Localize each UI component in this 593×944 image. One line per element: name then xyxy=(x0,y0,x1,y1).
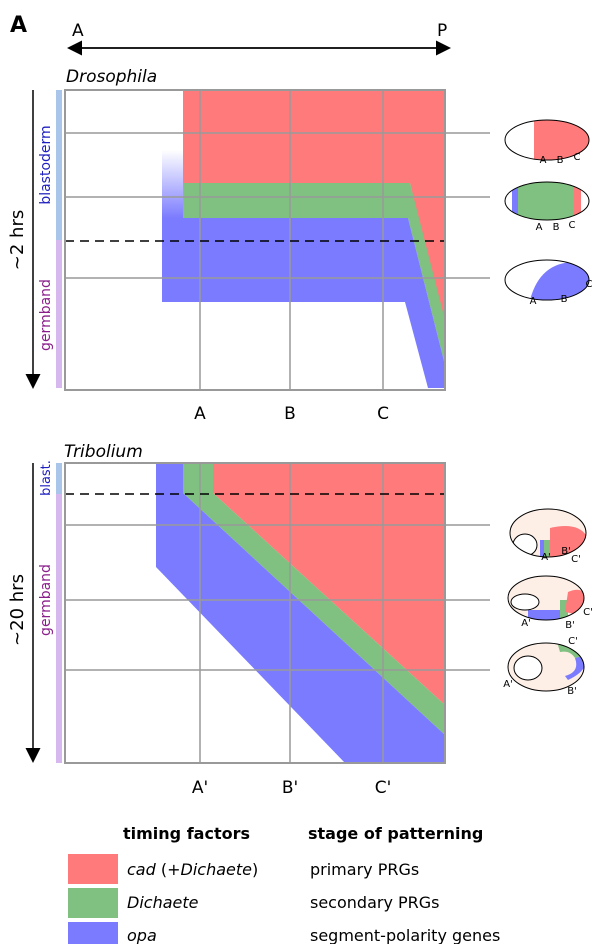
embryo-label: A' xyxy=(503,679,513,690)
legend-header: stage of patterning xyxy=(308,824,483,843)
dichaete-region xyxy=(183,183,445,365)
stage-label: blast. xyxy=(39,460,54,496)
opa-fade xyxy=(162,150,183,218)
embryo-label: C' xyxy=(568,636,578,647)
embryo-label: A' xyxy=(521,618,531,629)
embryo-label: A' xyxy=(541,552,551,563)
embryo-label: C' xyxy=(571,554,581,565)
legend-stage: primary PRGs xyxy=(310,860,419,879)
embryo-label: B xyxy=(561,294,568,305)
anterior-label: A xyxy=(72,21,84,41)
legend-swatch xyxy=(68,922,118,944)
legend-factor: opa xyxy=(127,926,157,944)
tribolium-embryos xyxy=(507,508,587,692)
panel-label: A xyxy=(10,13,27,38)
duration: ~20 hrs xyxy=(7,574,28,646)
embryo-label: A xyxy=(540,155,547,166)
position-label: A' xyxy=(192,778,208,798)
embryo-label: C' xyxy=(583,607,593,618)
legend: timing factors stage of patterning cad (… xyxy=(68,824,500,944)
legend-factor: cad (+Dichaete) xyxy=(127,860,258,879)
legend-swatch xyxy=(68,854,118,884)
embryo-label: A xyxy=(536,222,543,233)
embryo-label: B xyxy=(553,222,560,233)
legend-stage: secondary PRGs xyxy=(310,893,440,912)
position-label: A xyxy=(194,404,206,424)
embryo-label: C xyxy=(586,279,593,290)
duration: ~2 hrs xyxy=(7,210,28,270)
tribolium-chart xyxy=(25,462,490,764)
embryo-label: B' xyxy=(567,686,577,697)
position-label: C' xyxy=(375,778,392,798)
drosophila-embryos xyxy=(504,119,590,301)
embryo-label: B' xyxy=(565,620,575,631)
legend-stage: segment-polarity genes xyxy=(310,926,500,944)
legend-factor: Dichaete xyxy=(127,893,199,912)
stage-label: blastoderm xyxy=(38,125,54,204)
position-label: B xyxy=(284,404,296,424)
species-title: Drosophila xyxy=(66,67,157,87)
embryo-label: A xyxy=(530,296,537,307)
position-label: C xyxy=(377,404,389,424)
cad-region xyxy=(183,90,445,330)
legend-swatch xyxy=(68,888,118,918)
embryo-label: C xyxy=(574,152,581,163)
stage-label: germband xyxy=(38,564,54,636)
embryo-label: B xyxy=(557,155,564,166)
opa-region xyxy=(162,218,445,388)
embryo-label: B' xyxy=(561,546,571,557)
posterior-label: P xyxy=(437,21,447,41)
position-label: B' xyxy=(282,778,298,798)
legend-header: timing factors xyxy=(123,824,250,843)
species-title: Tribolium xyxy=(64,442,143,462)
embryo-label: C xyxy=(569,220,576,231)
stage-label: germband xyxy=(38,279,54,351)
drosophila-chart xyxy=(25,89,490,391)
